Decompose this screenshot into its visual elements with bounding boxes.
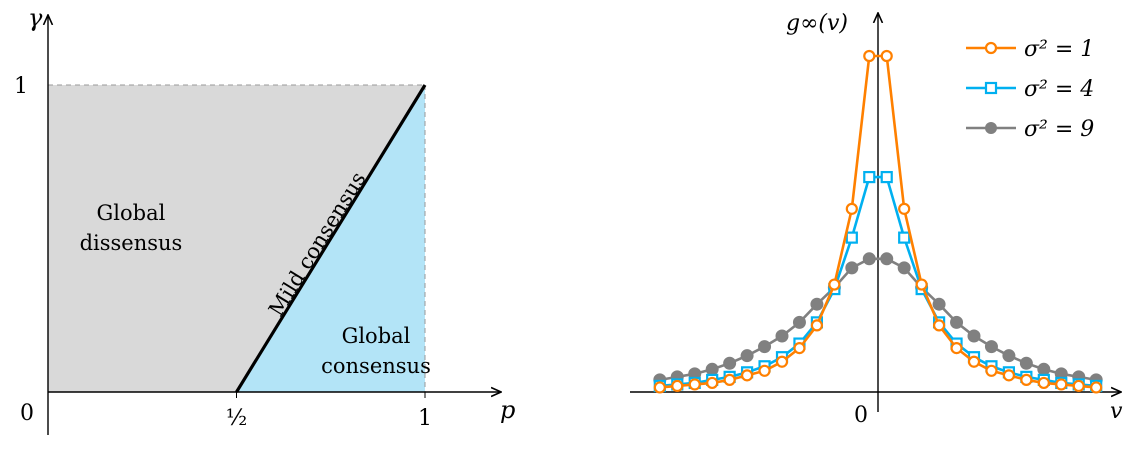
legend-entry: σ² = 4 (966, 77, 1094, 102)
data-point (705, 362, 719, 376)
data-point (880, 49, 893, 63)
data-point (863, 170, 876, 184)
data-point (915, 278, 928, 291)
data-point (810, 319, 824, 332)
data-point (1019, 356, 1033, 370)
data-point (1037, 362, 1051, 376)
data-point (845, 202, 858, 215)
data-point (775, 329, 789, 343)
data-point (863, 49, 876, 63)
data-point (862, 252, 876, 266)
data-point (985, 364, 998, 377)
data-point (898, 202, 911, 215)
data-point (653, 381, 666, 394)
x-tick-label: 0 (20, 401, 34, 426)
y-axis-label: g∞(v) (786, 11, 848, 36)
region-label: Global dissensus (80, 201, 183, 255)
data-point (1055, 378, 1068, 391)
data-point (880, 252, 894, 266)
legend-entry: σ² = 9 (966, 117, 1094, 142)
data-point (845, 261, 859, 275)
legend-entry: σ² = 1 (966, 37, 1094, 62)
data-point (845, 231, 858, 244)
data-point (758, 340, 772, 354)
data-point (758, 364, 771, 377)
boundary-line (235, 84, 427, 393)
data-point (1090, 381, 1103, 394)
y-tick-label: 1 (14, 74, 28, 99)
data-point (950, 342, 963, 355)
x-tick-label: ½ (226, 406, 247, 431)
region-label: Global consensus (321, 324, 431, 378)
data-point (810, 297, 824, 311)
data-point (897, 261, 911, 275)
data-point (880, 170, 893, 184)
data-point (775, 355, 789, 368)
data-point (792, 315, 806, 329)
data-point (967, 355, 981, 368)
y-axis-label: γ (28, 4, 43, 32)
data-point (932, 319, 946, 332)
legend: σ² = 1 σ² = 4 σ² = 9 (966, 37, 1094, 142)
distribution-plot: 0 v g∞(v) σ² = 1 σ² = 4 σ² = 9 (630, 11, 1123, 428)
data-point (967, 329, 981, 343)
data-point (1002, 349, 1016, 363)
data-point (723, 373, 736, 386)
legend-label: σ² = 4 (1024, 77, 1094, 102)
data-point (984, 340, 998, 354)
legend-marker (984, 41, 998, 55)
series-1 (653, 49, 1103, 394)
series-3 (653, 252, 1103, 387)
legend-label: σ² = 1 (1024, 37, 1094, 62)
legend-marker (985, 122, 997, 134)
data-point (1037, 376, 1050, 390)
legend-label: σ² = 9 (1024, 117, 1094, 142)
x-tick-label: 0 (854, 403, 868, 428)
data-point (793, 342, 806, 355)
data-point (706, 376, 719, 390)
data-point (932, 297, 946, 311)
data-point (740, 369, 754, 382)
x-tick-label: 1 (418, 406, 432, 431)
data-point (740, 349, 754, 363)
x-axis-label: v (1110, 399, 1123, 424)
data-point (1020, 373, 1033, 386)
data-point (950, 315, 964, 329)
x-axis-label: p (500, 396, 515, 424)
data-point (1002, 369, 1016, 382)
data-point (1072, 379, 1085, 393)
data-point (828, 278, 841, 291)
legend-marker (984, 81, 998, 95)
region-global-dissensus (48, 85, 425, 392)
data-point (688, 378, 701, 391)
data-point (671, 379, 684, 393)
data-point (898, 231, 911, 244)
data-point (723, 356, 737, 370)
